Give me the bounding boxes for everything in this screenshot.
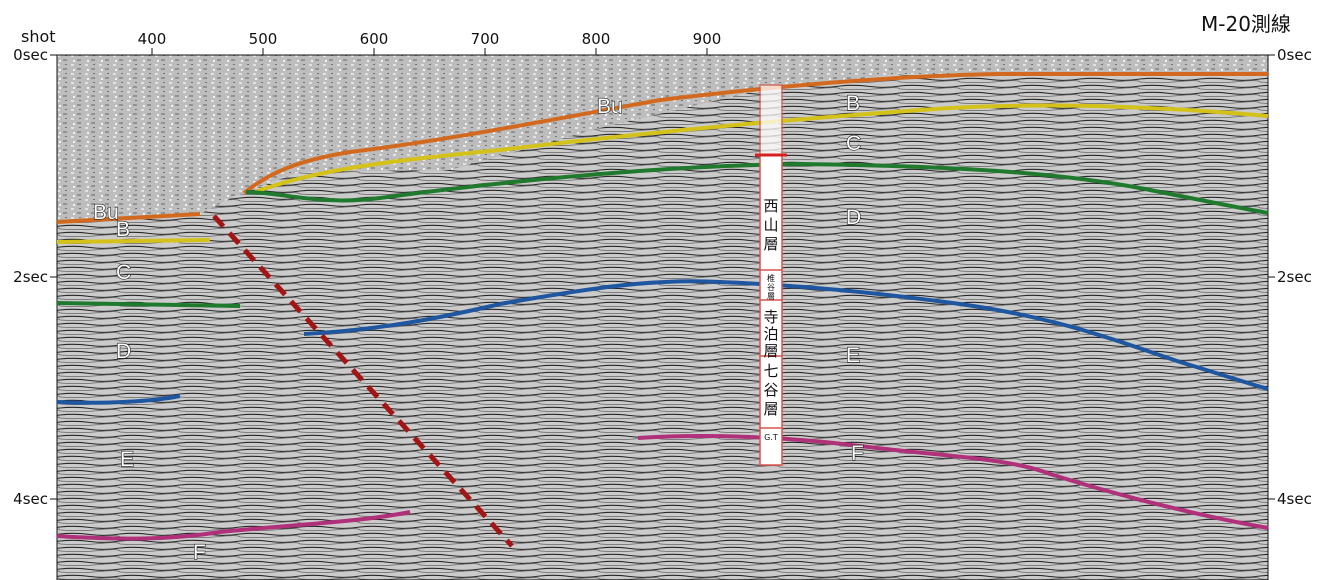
- layer-label-bu-right: Bu: [597, 95, 623, 118]
- time-axis-left: 0sec 2sec 4sec: [13, 46, 57, 508]
- svg-text:層: 層: [767, 292, 775, 301]
- horizon-f-left: [56, 510, 411, 541]
- shot-axis: shot 400 500 600 700 800 900: [21, 27, 721, 55]
- time-tick-label-left: 2sec: [13, 268, 48, 286]
- horizon-bu-right: [242, 72, 1268, 195]
- svg-text:層: 層: [763, 400, 778, 418]
- shot-tick-label: 500: [249, 30, 278, 48]
- time-tick-label-left: 0sec: [13, 46, 48, 64]
- layer-label-f-left: F: [193, 541, 206, 564]
- section-image: [57, 55, 1268, 580]
- layer-label-bu-left: Bu: [93, 201, 119, 224]
- svg-text:寺: 寺: [763, 308, 778, 326]
- column-unit-shiiya: 椎 谷 層: [767, 273, 775, 301]
- horizon-d-right: [245, 161, 1269, 215]
- horizon-f-right: [637, 434, 1269, 530]
- svg-text:西: 西: [763, 197, 778, 215]
- layer-label-d-left: D: [116, 340, 131, 363]
- column-unit-teradomari: 寺 泊 層: [763, 308, 778, 360]
- time-tick-label-right: 4sec: [1277, 490, 1312, 508]
- time-tick-label-right: 2sec: [1277, 268, 1312, 286]
- horizon-c-right: [254, 103, 1269, 194]
- stratigraphic-column: 西 山 層 椎 谷 層 寺 泊 層 七 谷 層 G.T: [755, 84, 787, 466]
- time-axis-right: 0sec 2sec 4sec: [1268, 46, 1312, 508]
- shot-axis-label: shot: [21, 27, 56, 46]
- layer-label-e-left: E: [120, 448, 134, 471]
- shot-tick-label: 700: [471, 30, 500, 48]
- layer-label-c-right: C: [846, 132, 861, 155]
- svg-text:谷: 谷: [763, 381, 778, 399]
- horizon-bu-left: [56, 212, 201, 224]
- svg-text:七: 七: [763, 362, 778, 380]
- column-unit-nishiyama: 西 山 層: [763, 197, 778, 253]
- layer-label-d-right: D: [846, 206, 861, 229]
- horizon-c-left: [56, 238, 211, 244]
- layer-label-b-left: B: [116, 218, 130, 241]
- shot-tick-label: 400: [138, 30, 167, 48]
- svg-text:層: 層: [763, 342, 778, 360]
- time-tick-label-left: 4sec: [13, 490, 48, 508]
- plot-frame: [56, 54, 1269, 580]
- layer-label-b-right: B: [846, 92, 860, 115]
- horizon-d-left: [56, 301, 241, 308]
- svg-text:谷: 谷: [767, 283, 775, 292]
- column-unit-nanatani: 七 谷 層: [763, 362, 778, 418]
- layer-label-e-right: E: [846, 344, 860, 367]
- column-unit-gt: G.T: [764, 433, 778, 442]
- layer-label-c-left: C: [116, 261, 131, 284]
- layer-label-f-right: F: [851, 442, 864, 465]
- shot-tick-label: 800: [582, 30, 611, 48]
- fault-line: [212, 214, 514, 548]
- time-tick-label-right: 0sec: [1277, 46, 1312, 64]
- svg-text:山: 山: [763, 216, 778, 234]
- shot-tick-label: 900: [693, 30, 722, 48]
- line-title: M-20測線: [1201, 12, 1291, 36]
- shot-tick-label: 600: [360, 30, 389, 48]
- horizon-e-left: [56, 394, 181, 405]
- svg-text:椎: 椎: [767, 273, 775, 283]
- svg-text:層: 層: [763, 235, 778, 253]
- svg-text:泊: 泊: [763, 325, 778, 343]
- horizon-e-right: [303, 279, 1269, 391]
